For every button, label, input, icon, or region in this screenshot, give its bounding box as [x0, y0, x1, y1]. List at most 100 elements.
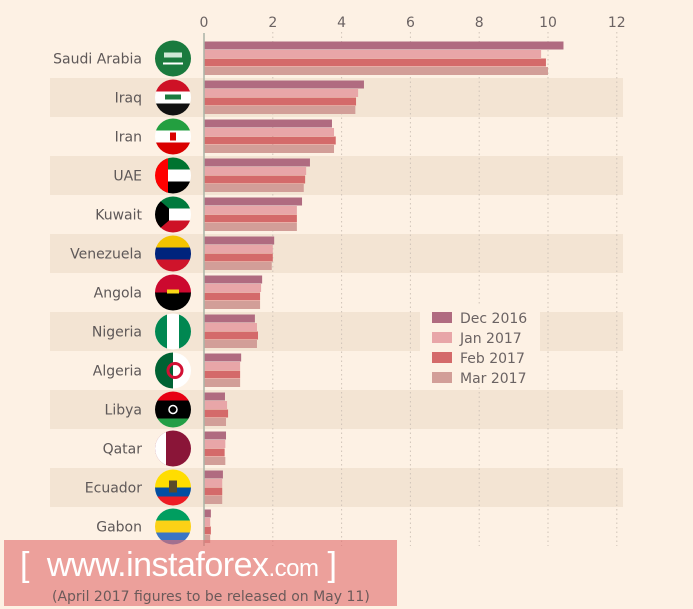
- bar-dec-2016: [204, 470, 223, 479]
- x-tick-label: 12: [608, 15, 626, 31]
- bar-feb-2017: [204, 97, 357, 106]
- legend-label: Jan 2017: [459, 331, 522, 347]
- bar-mar-2017: [204, 379, 241, 387]
- x-tick-label: 4: [337, 15, 346, 31]
- bar-mar-2017: [204, 418, 227, 426]
- bar-dec-2016: [204, 275, 263, 284]
- category-label: Venezuela: [70, 247, 142, 263]
- bar-jan-2017: [204, 284, 262, 292]
- watermark-banner: [4, 540, 397, 606]
- row-stripe: [50, 156, 623, 195]
- category-label: Iran: [115, 130, 142, 146]
- category-label: UAE: [113, 169, 142, 185]
- legend-swatch: [432, 332, 452, 343]
- bar-jan-2017: [204, 206, 297, 214]
- kuwait-flag-icon: [155, 196, 191, 233]
- bar-jan-2017: [204, 89, 359, 97]
- legend-label: Feb 2017: [460, 351, 525, 367]
- bar-feb-2017: [204, 370, 241, 379]
- bar-dec-2016: [204, 80, 364, 89]
- bar-dec-2016: [204, 158, 310, 167]
- qatar-flag-icon: [155, 430, 191, 467]
- bar-mar-2017: [204, 340, 257, 348]
- legend-swatch: [432, 372, 452, 383]
- bar-dec-2016: [204, 314, 255, 323]
- bar-feb-2017: [204, 448, 225, 457]
- bar-jan-2017: [204, 50, 542, 58]
- category-label: Libya: [105, 403, 142, 419]
- bar-feb-2017: [204, 292, 261, 301]
- bar-mar-2017: [204, 223, 297, 231]
- bar-dec-2016: [204, 353, 242, 362]
- iran-flag-icon: [155, 118, 191, 155]
- category-label: Saudi Arabia: [53, 52, 142, 68]
- iraq-flag-icon: [155, 79, 191, 116]
- bar-jan-2017: [204, 323, 257, 331]
- saudi-arabia-flag-icon: [155, 40, 191, 77]
- category-label: Algeria: [93, 364, 142, 380]
- x-tick-label: 2: [268, 15, 277, 31]
- bar-jan-2017: [204, 167, 307, 175]
- bar-jan-2017: [204, 245, 273, 253]
- bar-jan-2017: [204, 362, 241, 370]
- legend-label: Mar 2017: [460, 371, 527, 387]
- bar-feb-2017: [204, 175, 306, 184]
- bar-mar-2017: [204, 67, 548, 75]
- angola-flag-icon: [155, 274, 191, 311]
- bar-feb-2017: [204, 487, 223, 496]
- row-stripe: [50, 234, 623, 273]
- bar-jan-2017: [204, 518, 211, 526]
- bar-mar-2017: [204, 535, 211, 543]
- algeria-flag-icon: [155, 352, 191, 389]
- bar-jan-2017: [204, 401, 228, 409]
- bar-jan-2017: [204, 479, 223, 487]
- category-label: Angola: [94, 286, 142, 302]
- row-stripe: [50, 468, 623, 507]
- bar-feb-2017: [204, 409, 229, 418]
- bar-jan-2017: [204, 128, 335, 136]
- bar-mar-2017: [204, 301, 261, 309]
- uae-flag-icon: [155, 157, 191, 194]
- bar-feb-2017: [204, 58, 546, 67]
- libya-flag-icon: [155, 391, 191, 428]
- bar-dec-2016: [204, 392, 225, 401]
- category-label: Qatar: [103, 442, 143, 458]
- bar-feb-2017: [204, 526, 211, 535]
- category-label: Iraq: [115, 91, 142, 107]
- bar-feb-2017: [204, 253, 273, 262]
- x-tick-label: 8: [475, 15, 484, 31]
- bar-feb-2017: [204, 214, 297, 223]
- bar-mar-2017: [204, 106, 356, 114]
- bar-mar-2017: [204, 262, 272, 270]
- venezuela-flag-icon: [155, 235, 191, 272]
- footnote: (April 2017 figures to be released on Ma…: [52, 589, 370, 605]
- category-label: Kuwait: [95, 208, 142, 224]
- category-label: Nigeria: [92, 325, 142, 341]
- bar-feb-2017: [204, 331, 259, 340]
- bar-mar-2017: [204, 457, 226, 465]
- row-stripe: [50, 390, 623, 429]
- bar-dec-2016: [204, 119, 332, 128]
- legend-swatch: [432, 352, 452, 363]
- x-tick-label: 0: [200, 15, 209, 31]
- watermark-bracket-close: ]: [327, 546, 337, 584]
- legend-swatch: [432, 312, 452, 323]
- watermark-text: [ www.instaforex.com ]: [20, 546, 337, 584]
- ecuador-flag-icon: [155, 469, 191, 506]
- bar-feb-2017: [204, 136, 336, 145]
- category-label: Gabon: [96, 520, 142, 536]
- bar-dec-2016: [204, 509, 211, 518]
- watermark-domain: .com: [268, 555, 320, 582]
- bar-mar-2017: [204, 184, 304, 192]
- watermark-bracket-open: [: [20, 546, 29, 584]
- bar-dec-2016: [204, 197, 303, 206]
- watermark-main: www.instaforex: [46, 546, 269, 584]
- bar-dec-2016: [204, 41, 564, 50]
- bar-jan-2017: [204, 440, 226, 448]
- x-tick-label: 10: [539, 15, 557, 31]
- bar-mar-2017: [204, 496, 223, 504]
- legend-label: Dec 2016: [460, 311, 527, 327]
- x-tick-label: 6: [406, 15, 415, 31]
- bar-mar-2017: [204, 145, 335, 153]
